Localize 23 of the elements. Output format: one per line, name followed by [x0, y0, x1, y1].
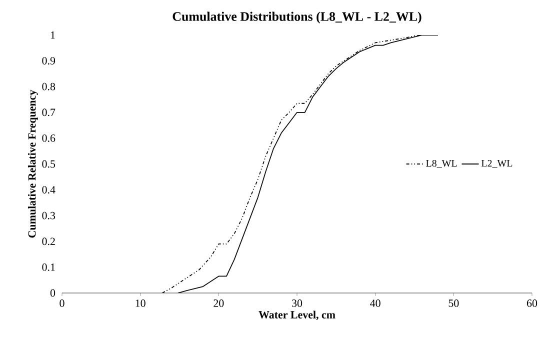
chart-title: Cumulative Distributions (L8_WL - L2_WL): [172, 12, 422, 24]
y-tick-label: 0.5: [42, 160, 56, 168]
y-axis-title: Cumulative Relative Frequency: [28, 90, 38, 238]
y-tick-label: 1: [50, 31, 55, 39]
x-tick-label: 20: [214, 300, 224, 307]
legend-label: L8_WL: [426, 160, 457, 168]
y-tick-label: 0.1: [42, 263, 55, 271]
x-tick-label: 30: [292, 300, 302, 307]
y-tick-label: 0.8: [42, 82, 56, 90]
y-tick-label: 0.3: [42, 212, 56, 220]
x-tick-label: 0: [60, 300, 64, 307]
y-tick-label: 0: [50, 289, 56, 297]
x-tick-label: 60: [526, 300, 538, 307]
legend-label: L2_WL: [481, 160, 512, 168]
y-tick-label: 0.6: [42, 134, 56, 142]
x-tick-label: 50: [448, 300, 459, 307]
y-tick-label: 0.4: [42, 186, 56, 194]
y-tick-label: 0.7: [42, 108, 56, 116]
y-tick-label: 0.9: [42, 57, 56, 65]
x-tick-label: 10: [136, 300, 146, 307]
x-tick-label: 40: [370, 300, 380, 307]
y-tick-label: 0.2: [42, 238, 55, 246]
x-axis-title: Water Level, cm: [258, 310, 336, 320]
